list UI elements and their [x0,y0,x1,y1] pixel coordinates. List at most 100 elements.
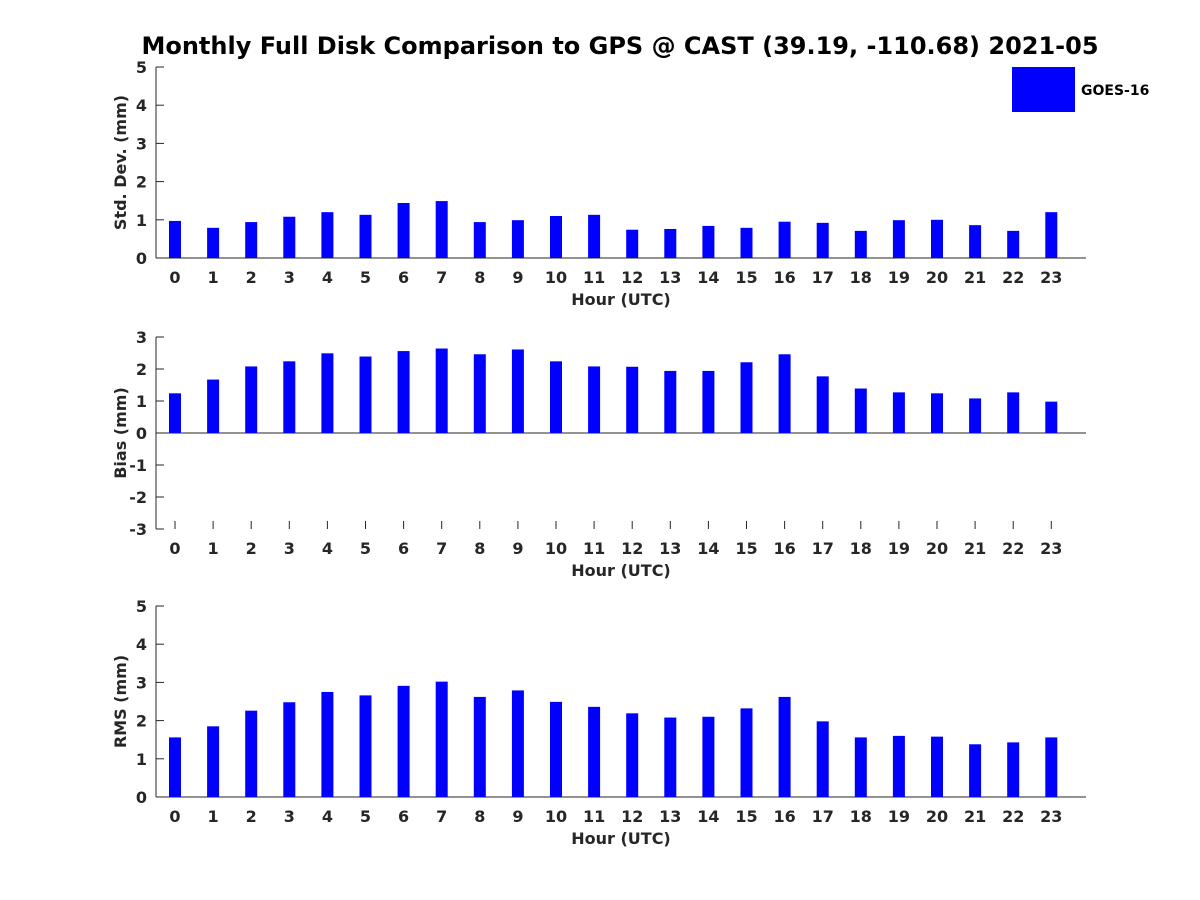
bar-std-dev-9 [511,220,524,258]
bar-std-dev-4 [321,212,334,258]
bar-rms-11 [588,706,601,797]
bar-std-dev-15 [740,227,753,258]
y-tick-label: -2 [129,488,147,507]
bar-bias-7 [435,348,448,433]
bar-bias-16 [778,354,791,433]
bar-std-dev-18 [854,230,867,258]
y-tick-label: 0 [136,424,147,443]
x-tick-label: 1 [208,807,219,826]
bar-std-dev-5 [359,214,372,258]
y-tick-label: -1 [129,456,147,475]
x-tick-label: 23 [1040,268,1062,287]
x-tick-label: 5 [360,807,371,826]
bar-std-dev-12 [626,229,639,258]
x-tick-label: 23 [1040,539,1062,558]
bar-bias-10 [550,361,562,433]
x-tick-label: 14 [697,807,719,826]
bar-std-dev-17 [816,222,829,258]
bar-std-dev-1 [207,227,220,258]
x-tick-label: 8 [474,539,485,558]
x-tick-label: 4 [322,807,333,826]
x-tick-label: 1 [208,268,219,287]
y-tick-label: 4 [136,635,147,654]
x-tick-label: 3 [284,268,295,287]
x-tick-label: 14 [697,539,719,558]
x-tick-label: 10 [545,807,567,826]
x-tick-label: 16 [773,539,795,558]
x-tick-label: 6 [398,807,409,826]
x-tick-label: 16 [773,807,795,826]
x-tick-label: 12 [621,539,643,558]
x-tick-label: 15 [735,807,757,826]
bar-rms-14 [702,716,715,797]
bar-std-dev-7 [435,201,448,258]
bar-rms-17 [816,721,829,797]
x-tick-label: 4 [322,539,333,558]
bar-bias-12 [626,366,639,433]
x-axis-label: Hour (UTC) [571,290,671,309]
bar-bias-0 [169,393,181,433]
x-axis-label: Hour (UTC) [571,561,671,580]
bar-rms-13 [664,717,677,797]
bar-std-dev-21 [969,225,982,258]
x-tick-label: 17 [812,807,834,826]
x-tick-label: 2 [246,268,257,287]
x-tick-label: 1 [208,539,219,558]
y-axis-label: Bias (mm) [111,387,130,479]
bar-bias-20 [931,393,943,433]
x-tick-label: 8 [474,807,485,826]
x-tick-label: 22 [1002,268,1024,287]
bar-bias-15 [740,362,753,433]
bar-rms-23 [1045,737,1058,797]
x-tick-label: 13 [659,268,681,287]
x-tick-label: 5 [360,268,371,287]
bar-std-dev-16 [778,221,791,258]
x-axis-label: Hour (UTC) [571,829,671,848]
x-tick-label: 6 [398,268,409,287]
x-tick-label: 12 [621,807,643,826]
bar-std-dev-3 [283,216,296,258]
bar-rms-3 [283,702,296,797]
x-tick-label: 11 [583,539,605,558]
bar-bias-13 [664,370,677,433]
x-tick-label: 7 [436,539,447,558]
x-tick-label: 19 [888,268,910,287]
x-tick-label: 0 [169,807,180,826]
y-tick-label: 0 [136,788,147,807]
x-tick-label: 2 [246,539,257,558]
x-tick-label: 0 [169,268,180,287]
y-tick-label: 1 [136,211,147,230]
y-tick-label: 1 [136,750,147,769]
bar-rms-16 [778,696,791,797]
x-tick-label: 13 [659,539,681,558]
bar-bias-3 [283,361,296,433]
bar-bias-11 [588,366,601,433]
bar-std-dev-22 [1007,230,1020,258]
y-tick-label: 3 [136,328,147,347]
y-tick-label: 2 [136,712,147,731]
bar-bias-5 [359,356,372,433]
x-tick-label: 2 [246,807,257,826]
legend-swatch [1012,67,1075,112]
x-tick-label: 19 [888,807,910,826]
bar-rms-20 [931,736,943,797]
y-axis-label: Std. Dev. (mm) [111,95,130,230]
x-tick-label: 7 [436,807,447,826]
bar-std-dev-2 [245,222,258,258]
bar-bias-19 [892,392,905,433]
bar-bias-22 [1007,392,1020,433]
x-tick-label: 3 [284,807,295,826]
x-tick-label: 21 [964,539,986,558]
bar-rms-12 [626,713,639,797]
chart-title: Monthly Full Disk Comparison to GPS @ CA… [141,32,1098,60]
bar-rms-9 [511,690,524,797]
bar-rms-22 [1007,742,1020,797]
x-tick-label: 15 [735,268,757,287]
bar-std-dev-0 [169,220,181,258]
bar-std-dev-20 [931,219,943,258]
y-tick-label: 5 [136,597,147,616]
bar-rms-2 [245,710,258,797]
